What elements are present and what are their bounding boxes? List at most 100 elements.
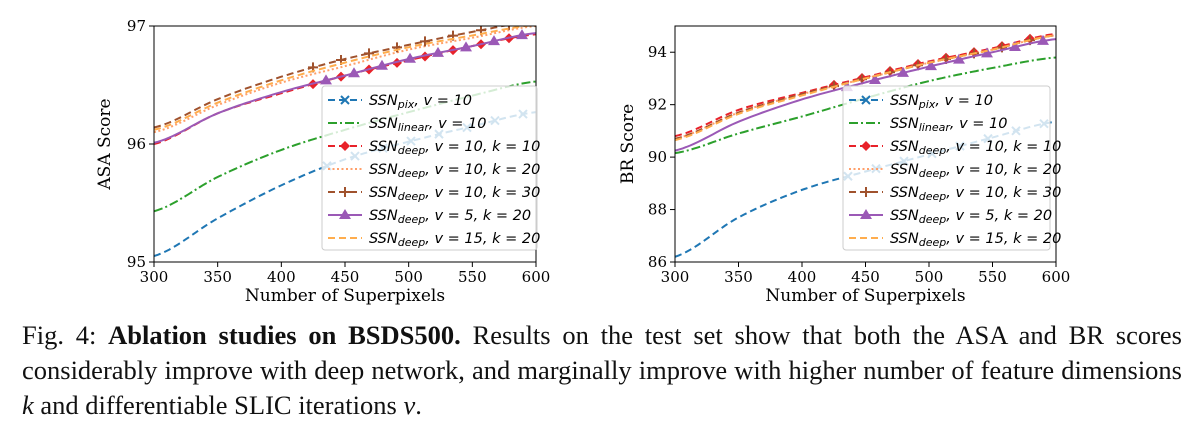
y-tick-label: 94 xyxy=(648,43,667,61)
legend-label-base: SSN xyxy=(890,185,919,201)
x-tick-label: 300 xyxy=(661,268,690,286)
legend-label-sub: deep xyxy=(919,190,947,203)
legend-label-rest: , v = 10, k = 30 xyxy=(946,185,1061,201)
x-axis-label: Number of Superpixels xyxy=(765,286,965,306)
legend-item: SSNlinear, v = 10 xyxy=(849,116,1008,134)
series-line xyxy=(675,56,1056,155)
legend-label-sub: deep xyxy=(398,213,426,226)
y-tick-label: 90 xyxy=(648,148,667,166)
legend-item: SSNdeep, v = 10, k = 30 xyxy=(849,185,1061,203)
legend-item: SSNdeep, v = 10, k = 10 xyxy=(328,139,540,157)
y-tick-label: 92 xyxy=(648,96,667,114)
legend-label-base: SSN xyxy=(369,162,398,178)
data-point xyxy=(348,67,360,78)
data-point xyxy=(432,46,444,57)
caption-text: . xyxy=(415,390,422,420)
y-tick-label: 97 xyxy=(127,17,146,35)
legend-label-base: SSN xyxy=(369,93,398,109)
x-tick-label: 550 xyxy=(458,268,487,286)
caption-k: k xyxy=(22,390,34,420)
legend-label-sub: deep xyxy=(919,213,947,226)
legend-item: SSNdeep, v = 10, k = 20 xyxy=(328,162,540,180)
data-point xyxy=(460,41,472,52)
data-point xyxy=(320,74,332,85)
data-point xyxy=(508,26,510,30)
legend-label-sub: linear xyxy=(919,121,952,134)
x-tick-label: 300 xyxy=(140,268,169,286)
legend-label-base: SSN xyxy=(890,231,919,247)
legend-label-rest: , v = 15, k = 20 xyxy=(946,231,1061,247)
figure-caption: Fig. 4: Ablation studies on BSDS500. Res… xyxy=(22,318,1182,423)
legend-label-base: SSN xyxy=(890,139,919,155)
x-tick-label: 350 xyxy=(203,268,232,286)
legend-label-rest: , v = 15, k = 20 xyxy=(425,231,540,247)
series-line xyxy=(675,38,1056,152)
series-line xyxy=(154,26,509,129)
legend-label-rest: , v = 10 xyxy=(429,116,487,132)
data-point xyxy=(1037,34,1049,45)
legend-label-base: SSN xyxy=(890,116,919,132)
legend-label-sub: deep xyxy=(398,190,426,203)
data-point xyxy=(869,73,881,84)
legend-item: SSNpix, v = 10 xyxy=(849,93,993,111)
y-tick-label: 96 xyxy=(127,135,146,153)
legend-label-base: SSN xyxy=(890,93,919,109)
legend-label: SSNdeep, v = 5, k = 20 xyxy=(369,208,531,226)
legend-marker xyxy=(861,95,871,105)
x-tick-label: 600 xyxy=(1042,268,1071,286)
legend-item: SSNdeep, v = 5, k = 20 xyxy=(328,208,531,226)
chart-1: 300 350 400 450 500 550 600 86 88 90 92 94 Number of… xyxy=(618,25,1071,306)
data-point xyxy=(925,60,937,71)
legend-label: SSNdeep, v = 10, k = 30 xyxy=(369,185,540,203)
legend-label-sub: deep xyxy=(919,167,947,180)
data-point xyxy=(488,35,500,46)
legend-label-rest: , v = 5, k = 20 xyxy=(946,208,1052,224)
legend-label-rest: , v = 10, k = 10 xyxy=(425,139,540,155)
figure-charts: 300 350 400 450 500 550 600 95 96 97 Number of Sup… xyxy=(95,17,1071,306)
legend-marker xyxy=(861,141,871,151)
legend-label-rest: , v = 10 xyxy=(935,93,993,109)
legend-label-rest: , v = 10, k = 20 xyxy=(425,162,540,178)
legend-label: SSNpix, v = 10 xyxy=(369,93,472,111)
legend-label-rest: , v = 10 xyxy=(414,93,472,109)
series-line xyxy=(154,32,536,144)
legend-label-base: SSN xyxy=(369,231,398,247)
chart-0: 300 350 400 450 500 550 600 95 96 97 Number of Sup… xyxy=(95,17,550,306)
legend-label: SSNdeep, v = 10, k = 10 xyxy=(369,139,540,157)
legend-marker xyxy=(340,95,350,105)
x-tick-label: 500 xyxy=(915,268,944,286)
legend-label-rest: , v = 10, k = 10 xyxy=(946,139,1061,155)
x-tick-label: 450 xyxy=(851,268,880,286)
legend-item: SSNdeep, v = 10, k = 10 xyxy=(849,139,1061,157)
data-point xyxy=(376,59,388,70)
y-tick-label: 86 xyxy=(648,253,667,271)
legend-item: SSNlinear, v = 10 xyxy=(328,116,487,134)
legend-label-sub: pix xyxy=(397,98,415,111)
x-tick-label: 600 xyxy=(522,268,551,286)
legend-label: SSNlinear, v = 10 xyxy=(890,116,1008,134)
y-axis-label: BR Score xyxy=(618,104,638,184)
legend-label-rest: , v = 10 xyxy=(950,116,1008,132)
legend-label: SSNdeep, v = 10, k = 20 xyxy=(890,162,1061,180)
legend-label: SSNdeep, v = 5, k = 20 xyxy=(890,208,1052,226)
legend-label-base: SSN xyxy=(369,208,398,224)
x-axis-label: Number of Superpixels xyxy=(245,286,445,306)
legend-label-sub: deep xyxy=(398,144,426,157)
legend-item: SSNdeep, v = 15, k = 20 xyxy=(328,231,540,249)
legend-label-base: SSN xyxy=(890,208,919,224)
legend-label-base: SSN xyxy=(369,139,398,155)
x-tick-label: 450 xyxy=(331,268,360,286)
legend-label-rest: , v = 10, k = 20 xyxy=(946,162,1061,178)
caption-text: and differentiable SLIC iterations xyxy=(33,390,404,420)
x-tick-label: 400 xyxy=(788,268,817,286)
legend-label: SSNpix, v = 10 xyxy=(890,93,993,111)
data-point xyxy=(516,29,528,40)
legend-marker xyxy=(860,209,872,219)
legend-label-sub: pix xyxy=(918,98,936,111)
series-line xyxy=(675,34,1056,142)
y-tick-label: 95 xyxy=(127,253,146,271)
legend-box xyxy=(321,85,538,251)
data-point xyxy=(897,66,909,77)
